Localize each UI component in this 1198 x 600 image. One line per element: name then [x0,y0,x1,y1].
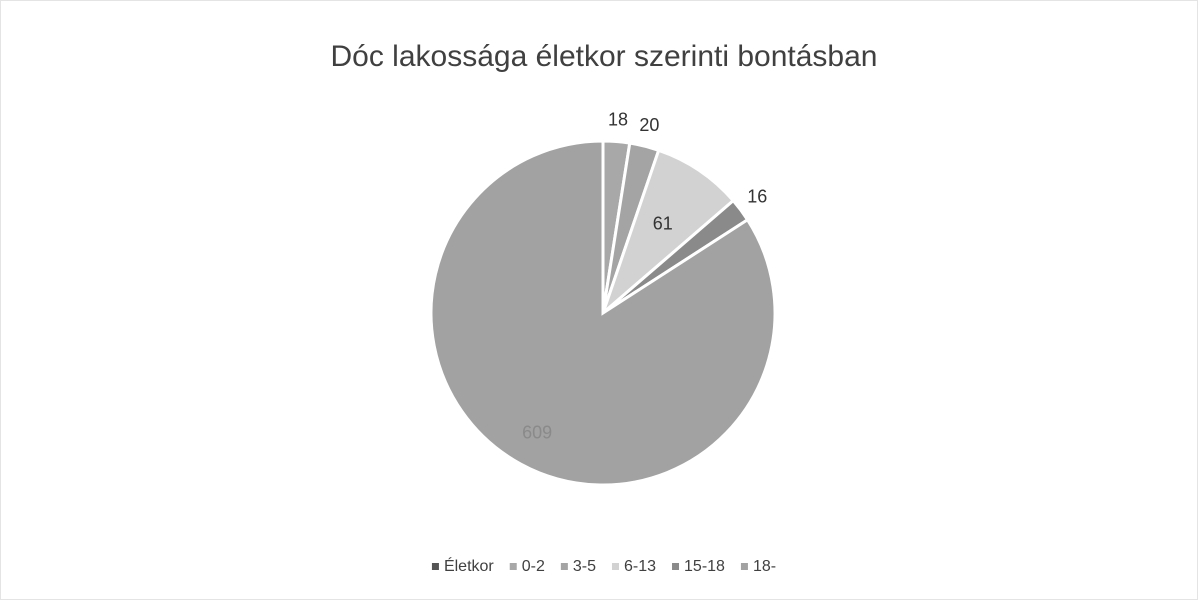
legend-label: 6-13 [624,558,656,575]
legend-label: 18- [753,558,776,575]
pie-slice [599,148,736,318]
data-label: 609 [522,423,552,443]
data-label: 16 [747,186,767,206]
legend-label: 3-5 [573,558,596,575]
data-label: 18 [608,110,628,130]
legend-label: 15-18 [684,558,725,575]
legend-label: 0-2 [522,558,545,575]
data-label: 20 [639,115,659,135]
legend-label: Életkor [444,556,494,575]
data-label: 61 [653,213,673,233]
legend-marker [611,563,619,570]
legend-marker [560,563,568,570]
legend-marker [431,563,439,570]
legend-marker [672,563,680,570]
pie-slice [429,139,777,487]
legend-marker [509,563,517,570]
legend-marker [740,563,748,570]
chart-title: Dóc lakossága életkor szerinti bontásban [331,40,878,73]
